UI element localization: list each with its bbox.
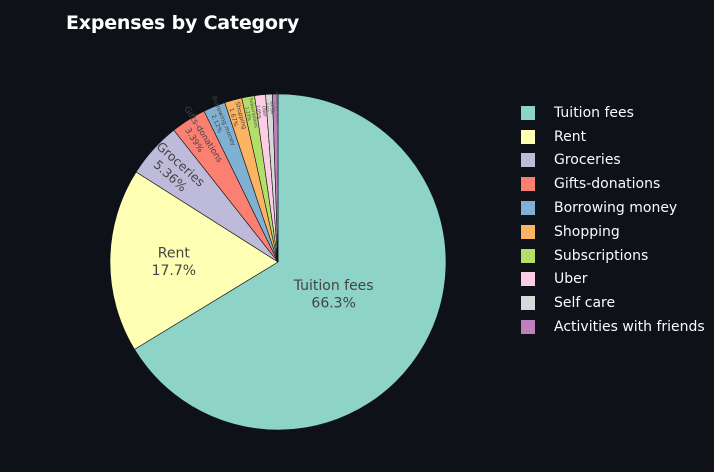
legend-label: Uber xyxy=(554,271,588,288)
legend-label: Gifts-donations xyxy=(554,176,661,193)
legend-swatch xyxy=(521,177,535,192)
pie-slice-activities-with-friends[interactable] xyxy=(272,93,279,263)
slice-label-uber: Uber1.05% xyxy=(255,104,268,120)
legend-swatch xyxy=(521,224,535,239)
legend-item-gifts-donations[interactable]: Gifts-donations xyxy=(521,172,705,196)
legend-label: Self care xyxy=(554,295,616,312)
legend-item-self-care[interactable]: Self care xyxy=(521,291,705,315)
legend-label: Groceries xyxy=(554,152,621,169)
legend-swatch xyxy=(521,129,535,144)
pie-slices xyxy=(109,93,447,431)
legend-item-rent[interactable]: Rent xyxy=(521,125,705,149)
legend-label: Tuition fees xyxy=(554,104,634,121)
legend-item-activities-with-friends[interactable]: Activities with friends xyxy=(521,315,705,339)
chart-title: Expenses by Category xyxy=(66,12,300,34)
legend-item-groceries[interactable]: Groceries xyxy=(521,149,705,173)
chart-legend: Tuition fees Rent Groceries Gifts-donations… xyxy=(521,101,705,339)
slice-label-self-care: Self care0.65% xyxy=(265,101,273,115)
legend-swatch xyxy=(521,153,535,168)
legend-label: Subscriptions xyxy=(554,247,649,264)
legend-item-tuition-fees[interactable]: Tuition fees xyxy=(521,101,705,125)
legend-swatch xyxy=(521,105,535,120)
slice-label-subscriptions: Subscriptions1.23% xyxy=(242,97,259,130)
legend-item-subscriptions[interactable]: Subscriptions xyxy=(521,244,705,268)
legend-item-shopping[interactable]: Shopping xyxy=(521,220,705,244)
legend-swatch xyxy=(521,272,535,287)
legend-label: Shopping xyxy=(554,223,620,240)
legend-label: Rent xyxy=(554,128,587,145)
slice-label-rent: Rent 17.7% xyxy=(152,246,196,280)
legend-swatch xyxy=(521,320,535,335)
legend-item-borrowing-money[interactable]: Borrowing money xyxy=(521,196,705,220)
pie-slice-tuition-fees[interactable] xyxy=(134,93,447,431)
slice-label-activities-with-friends: Activities with friends0.53% xyxy=(271,91,279,124)
legend-label: Activities with friends xyxy=(554,319,705,336)
legend-swatch xyxy=(521,201,535,216)
legend-item-uber[interactable]: Uber xyxy=(521,268,705,292)
legend-label: Borrowing money xyxy=(554,200,678,217)
slice-label-tuition-fees: Tuition fees 66.3% xyxy=(293,278,374,312)
pie-slice-rent[interactable] xyxy=(109,171,279,350)
legend-swatch xyxy=(521,296,535,311)
legend-swatch xyxy=(521,248,535,263)
